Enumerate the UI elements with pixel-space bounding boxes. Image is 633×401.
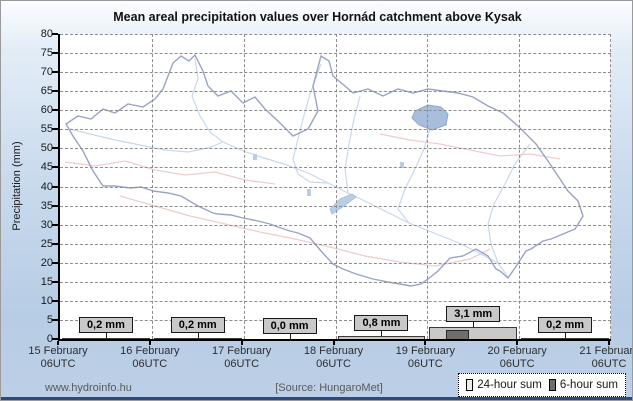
y-tick-mark [52,338,58,340]
v-gridline [151,34,153,339]
v-gridline [610,34,611,339]
bar-label-leader [565,332,567,338]
y-tick-mark [52,223,58,226]
bar-value-label: 0,2 mm [78,317,133,333]
x-tick-mark [240,341,243,345]
bottom-strip [1,397,632,400]
legend-label: 6-hour sum [559,379,618,391]
bar-24hour [153,338,242,339]
y-tick-label: 50 [40,142,53,155]
bar-24hour [429,327,518,339]
y-tick-label: 5 [46,313,53,326]
y-tick-mark [52,33,58,35]
y-tick-label: 60 [40,104,53,117]
x-tick-label: 19 February 06UTC [395,345,455,370]
y-tick-label: 65 [40,85,53,98]
bar-value-label: 0,2 mm [170,317,225,333]
catchment-map [64,53,584,287]
map-lake [253,104,449,215]
chart-title: Mean areal precipitation values over Hor… [113,10,522,24]
x-tick-mark [424,341,427,345]
bar-label-leader [381,330,383,336]
y-tick-mark [52,166,58,169]
footer-source: [Source: HungaroMet] [275,382,383,394]
map-border-lines [64,133,561,267]
x-tick-mark [516,341,519,345]
legend-item: 6-hour sum [548,379,618,391]
bar-label-leader [197,332,199,338]
bar-value-label: 0,8 mm [354,315,409,331]
y-tick-mark [52,242,58,245]
y-tick-mark [52,109,58,112]
bar-value-label: 3,1 mm [446,306,501,322]
y-tick-mark [52,147,58,150]
v-gridline [243,34,245,339]
legend-label: 24-hour sum [477,379,542,391]
y-tick-label: 70 [40,66,53,79]
y-tick-label: 75 [40,47,53,60]
bar-label-leader [289,333,291,339]
y-tick-label: 20 [40,256,53,269]
bar-24hour [62,338,150,339]
y-tick-label: 35 [40,199,53,212]
x-tick-label: 20 February 06UTC [487,345,547,370]
y-tick-label: 40 [40,180,53,193]
y-tick-label: 15 [40,275,53,288]
y-tick-mark [52,318,58,321]
bar-value-label: 0,2 mm [538,317,593,333]
y-tick-label: 10 [40,294,53,307]
v-gridline [519,34,521,339]
bar-label-leader [473,321,475,327]
y-tick-mark [52,185,58,188]
y-tick-label: 55 [40,123,53,136]
y-tick-mark [52,299,58,302]
x-tick-mark [332,341,335,345]
bar-24hour [337,336,426,339]
legend-item: 24-hour sum [466,379,542,391]
bar-label-leader [105,332,107,338]
legend-swatch-6hour-icon [548,379,556,391]
footer-website: www.hydroinfo.hu [45,382,132,394]
catchment-boundary [65,53,584,287]
v-gridline [427,34,429,339]
plot-area: 0,2 mm 0,2 mm 0,0 mm 0,8 mm 3,1 mm 0,2 mm [58,34,611,341]
y-tick-label: 30 [40,218,53,231]
x-tick-label: 21 February 06UTC [579,345,633,370]
x-tick-label: 18 February 06UTC [303,345,364,370]
y-tick-mark [52,90,58,93]
x-tick-label: 17 February 06UTC [212,345,272,370]
x-tick-label: 16 February 06UTC [120,345,180,370]
y-tick-label: 25 [40,237,53,250]
x-tick-mark [148,341,151,345]
bar-24hour [521,338,609,339]
v-gridline [335,34,337,339]
x-tick-label: 15 February 06UTC [28,345,88,370]
y-tick-mark [52,261,58,264]
legend: 24-hour sum 6-hour sum [458,373,626,397]
y-tick-label: 80 [40,28,53,40]
x-tick-mark [57,341,59,345]
y-tick-mark [52,128,58,131]
y-tick-mark [52,204,58,207]
bar-value-label: 0,0 mm [262,318,317,334]
y-tick-mark [52,280,58,283]
legend-swatch-24hour-icon [466,379,474,391]
x-tick-mark [608,341,610,345]
bar-6hour [445,330,469,339]
y-tick-label: 0 [46,333,53,345]
y-tick-mark [52,71,58,74]
y-tick-label: 45 [40,161,53,174]
y-tick-mark [52,52,58,55]
